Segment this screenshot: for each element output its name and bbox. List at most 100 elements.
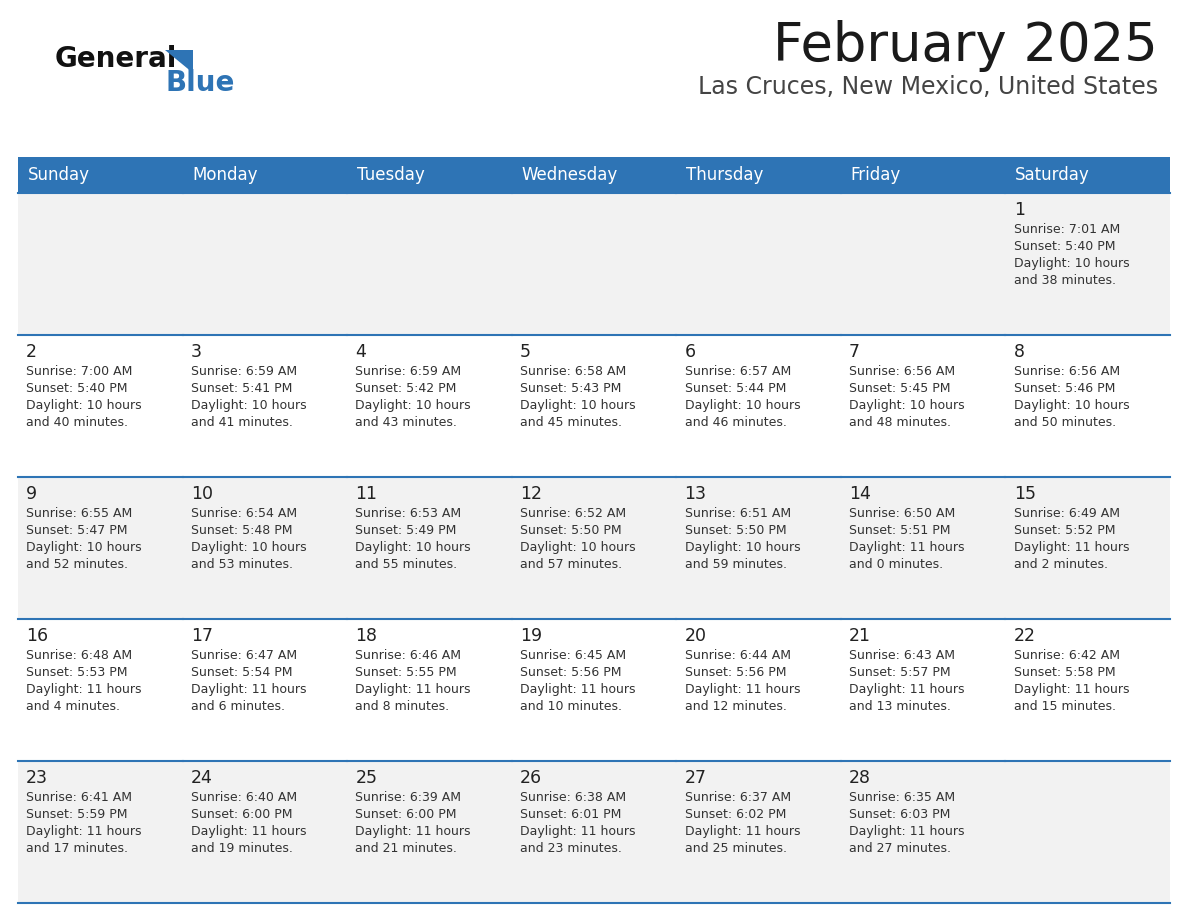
Text: and 2 minutes.: and 2 minutes. [1013, 558, 1107, 571]
Text: Monday: Monday [192, 166, 258, 184]
Text: Sunrise: 6:43 AM: Sunrise: 6:43 AM [849, 649, 955, 662]
Text: Sunrise: 6:38 AM: Sunrise: 6:38 AM [520, 791, 626, 804]
Text: Tuesday: Tuesday [358, 166, 425, 184]
Bar [183, 157, 347, 193]
Text: and 25 minutes.: and 25 minutes. [684, 842, 786, 855]
Text: 8: 8 [1013, 343, 1025, 361]
Text: and 57 minutes.: and 57 minutes. [520, 558, 623, 571]
Bar [18, 335, 183, 477]
Polygon shape [165, 50, 192, 73]
Bar [676, 761, 841, 903]
Text: Daylight: 11 hours: Daylight: 11 hours [684, 825, 800, 838]
Text: Daylight: 11 hours: Daylight: 11 hours [26, 683, 141, 696]
Text: and 59 minutes.: and 59 minutes. [684, 558, 786, 571]
Text: and 55 minutes.: and 55 minutes. [355, 558, 457, 571]
Bar [1005, 761, 1170, 903]
Text: Wednesday: Wednesday [522, 166, 618, 184]
Text: and 10 minutes.: and 10 minutes. [520, 700, 623, 713]
Bar [841, 157, 1005, 193]
Text: and 27 minutes.: and 27 minutes. [849, 842, 952, 855]
Text: Sunset: 5:46 PM: Sunset: 5:46 PM [1013, 382, 1116, 395]
Bar [18, 193, 183, 335]
Text: 1: 1 [1013, 201, 1025, 219]
Text: Daylight: 11 hours: Daylight: 11 hours [1013, 541, 1129, 554]
Bar [676, 193, 841, 335]
Text: 10: 10 [191, 485, 213, 503]
Text: Daylight: 11 hours: Daylight: 11 hours [684, 683, 800, 696]
Text: Sunrise: 6:37 AM: Sunrise: 6:37 AM [684, 791, 791, 804]
Text: and 45 minutes.: and 45 minutes. [520, 416, 623, 429]
Text: Sunset: 5:49 PM: Sunset: 5:49 PM [355, 524, 456, 537]
Text: 2: 2 [26, 343, 37, 361]
Text: 22: 22 [1013, 627, 1036, 645]
Text: Daylight: 10 hours: Daylight: 10 hours [1013, 399, 1130, 412]
Bar [841, 761, 1005, 903]
Bar [18, 477, 183, 619]
Text: Daylight: 10 hours: Daylight: 10 hours [849, 399, 965, 412]
Text: and 43 minutes.: and 43 minutes. [355, 416, 457, 429]
Bar [183, 477, 347, 619]
Bar [676, 477, 841, 619]
Bar [841, 193, 1005, 335]
Bar [347, 761, 512, 903]
Text: Sunrise: 6:49 AM: Sunrise: 6:49 AM [1013, 507, 1119, 520]
Text: and 38 minutes.: and 38 minutes. [1013, 274, 1116, 287]
Text: Daylight: 11 hours: Daylight: 11 hours [1013, 683, 1129, 696]
Text: Sunset: 5:40 PM: Sunset: 5:40 PM [26, 382, 128, 395]
Text: Daylight: 11 hours: Daylight: 11 hours [849, 683, 965, 696]
Bar [1005, 193, 1170, 335]
Text: Sunrise: 6:47 AM: Sunrise: 6:47 AM [191, 649, 297, 662]
Text: Daylight: 10 hours: Daylight: 10 hours [26, 399, 141, 412]
Text: 7: 7 [849, 343, 860, 361]
Text: Sunrise: 6:44 AM: Sunrise: 6:44 AM [684, 649, 790, 662]
Text: and 17 minutes.: and 17 minutes. [26, 842, 128, 855]
Text: 11: 11 [355, 485, 378, 503]
Bar [347, 157, 512, 193]
Text: 17: 17 [191, 627, 213, 645]
Text: Sunrise: 6:45 AM: Sunrise: 6:45 AM [520, 649, 626, 662]
Text: Sunset: 5:45 PM: Sunset: 5:45 PM [849, 382, 950, 395]
Text: 6: 6 [684, 343, 696, 361]
Bar [347, 335, 512, 477]
Text: Sunset: 5:41 PM: Sunset: 5:41 PM [191, 382, 292, 395]
Text: 3: 3 [191, 343, 202, 361]
Text: Sunset: 6:01 PM: Sunset: 6:01 PM [520, 808, 621, 821]
Bar [183, 335, 347, 477]
Bar [512, 193, 676, 335]
Text: Sunrise: 6:55 AM: Sunrise: 6:55 AM [26, 507, 133, 520]
Text: Sunset: 6:03 PM: Sunset: 6:03 PM [849, 808, 950, 821]
Bar [512, 761, 676, 903]
Text: General: General [55, 45, 177, 73]
Bar [512, 157, 676, 193]
Text: and 46 minutes.: and 46 minutes. [684, 416, 786, 429]
Text: and 21 minutes.: and 21 minutes. [355, 842, 457, 855]
Text: Sunset: 6:02 PM: Sunset: 6:02 PM [684, 808, 786, 821]
Text: Sunrise: 6:59 AM: Sunrise: 6:59 AM [355, 365, 461, 378]
Bar [1005, 335, 1170, 477]
Text: Daylight: 11 hours: Daylight: 11 hours [355, 825, 470, 838]
Text: Daylight: 11 hours: Daylight: 11 hours [191, 825, 307, 838]
Text: Sunset: 5:50 PM: Sunset: 5:50 PM [684, 524, 786, 537]
Bar [841, 335, 1005, 477]
Text: Sunrise: 6:56 AM: Sunrise: 6:56 AM [1013, 365, 1120, 378]
Text: Sunset: 5:59 PM: Sunset: 5:59 PM [26, 808, 128, 821]
Text: 18: 18 [355, 627, 378, 645]
Text: Sunrise: 6:41 AM: Sunrise: 6:41 AM [26, 791, 132, 804]
Text: and 8 minutes.: and 8 minutes. [355, 700, 449, 713]
Bar [183, 619, 347, 761]
Text: 25: 25 [355, 769, 378, 787]
Text: Blue: Blue [165, 69, 234, 97]
Text: Sunrise: 6:42 AM: Sunrise: 6:42 AM [1013, 649, 1119, 662]
Text: Sunset: 5:56 PM: Sunset: 5:56 PM [684, 666, 786, 679]
Text: and 53 minutes.: and 53 minutes. [191, 558, 292, 571]
Bar [347, 477, 512, 619]
Text: 14: 14 [849, 485, 871, 503]
Text: Daylight: 10 hours: Daylight: 10 hours [684, 541, 801, 554]
Text: 16: 16 [26, 627, 49, 645]
Text: and 40 minutes.: and 40 minutes. [26, 416, 128, 429]
Text: and 13 minutes.: and 13 minutes. [849, 700, 950, 713]
Text: Sunrise: 6:48 AM: Sunrise: 6:48 AM [26, 649, 132, 662]
Bar [1005, 619, 1170, 761]
Text: 12: 12 [520, 485, 542, 503]
Text: Sunrise: 6:39 AM: Sunrise: 6:39 AM [355, 791, 461, 804]
